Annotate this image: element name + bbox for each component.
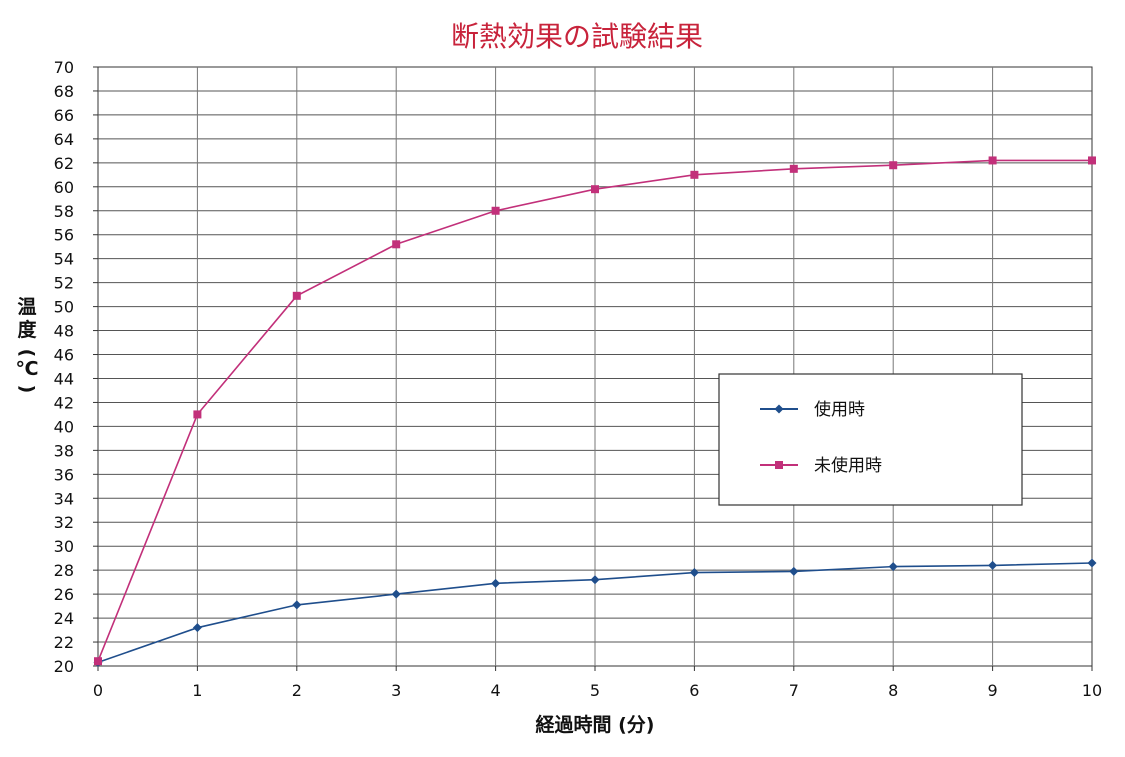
x-axis-ticks: 0 1 2 3 4 5 6 7 8 9 10	[93, 666, 1102, 700]
y-tick-label: 36	[54, 465, 74, 484]
gridlines	[98, 67, 1092, 666]
data-point-unused	[94, 657, 102, 666]
x-tick-label: 5	[590, 681, 600, 700]
y-tick-label: 24	[54, 609, 74, 628]
x-tick-label: 0	[93, 681, 103, 700]
y-tick-label: 38	[54, 441, 74, 460]
y-tick-label: 46	[54, 346, 74, 365]
legend: 使用時 未使用時	[718, 373, 1023, 506]
x-tick-label: 2	[292, 681, 302, 700]
x-tick-label: 4	[491, 681, 501, 700]
x-tick-label: 3	[391, 681, 401, 700]
x-tick-label: 9	[988, 681, 998, 700]
data-point-used	[192, 623, 202, 633]
legend-marker-unused	[775, 461, 783, 469]
y-axis-label-char: ℃	[15, 358, 38, 380]
y-tick-label: 48	[54, 322, 74, 341]
data-point-unused	[889, 161, 898, 170]
y-tick-label: 34	[54, 489, 74, 508]
x-tick-label: 10	[1082, 681, 1102, 700]
y-tick-label: 70	[54, 58, 74, 77]
y-tick-label: 62	[54, 154, 74, 173]
data-point-used	[689, 568, 699, 578]
y-axis-label: 温 度 ( ℃ )	[15, 296, 38, 393]
x-tick-label: 1	[192, 681, 202, 700]
y-tick-label: 42	[54, 393, 74, 412]
data-point-used	[491, 578, 501, 588]
series-lines	[93, 156, 1097, 667]
y-tick-label: 30	[54, 537, 74, 556]
y-tick-label: 66	[54, 106, 74, 125]
legend-label-unused: 未使用時	[814, 455, 882, 476]
data-point-unused	[690, 170, 699, 179]
y-tick-label: 26	[54, 585, 74, 604]
data-point-unused	[491, 206, 500, 215]
y-tick-label: 44	[54, 369, 74, 388]
legend-marker-used	[774, 404, 784, 414]
y-tick-label: 58	[54, 202, 74, 221]
data-point-unused	[392, 240, 401, 249]
y-axis-label-char: 温	[17, 296, 36, 318]
x-tick-label: 6	[689, 681, 699, 700]
y-tick-label: 56	[54, 226, 74, 245]
data-point-unused	[789, 164, 798, 173]
data-point-unused	[1088, 156, 1096, 165]
data-point-used	[988, 560, 998, 570]
y-tick-label: 50	[54, 298, 74, 317]
chart-title: 断熱効果の試験結果	[451, 20, 703, 53]
y-tick-label: 22	[54, 633, 74, 652]
y-axis-ticks: 20 22 24 26 28 30 32 34 36 38 40 42 44 46 48 50 52 54 56 58…	[54, 58, 98, 676]
y-tick-label: 60	[54, 178, 74, 197]
y-axis-label-char: )	[16, 385, 38, 394]
data-point-used	[1087, 558, 1097, 568]
legend-label-used: 使用時	[814, 399, 865, 420]
y-tick-label: 54	[54, 250, 74, 269]
legend-box	[718, 373, 1023, 506]
y-tick-label: 32	[54, 513, 74, 532]
y-axis-label-char: 度	[17, 318, 37, 341]
data-point-used	[590, 575, 600, 585]
y-tick-label: 20	[54, 657, 74, 676]
y-tick-label: 68	[54, 82, 74, 101]
x-tick-label: 8	[888, 681, 898, 700]
data-point-used	[789, 566, 799, 576]
data-point-used	[292, 600, 302, 610]
x-tick-label: 7	[789, 681, 799, 700]
series-unused	[94, 156, 1096, 666]
data-point-unused	[193, 410, 202, 419]
data-point-unused	[292, 291, 301, 300]
y-axis-label-char: (	[16, 349, 38, 358]
data-point-used	[888, 562, 898, 572]
y-tick-label: 40	[54, 417, 74, 436]
data-point-unused	[988, 156, 997, 165]
y-tick-label: 52	[54, 274, 74, 293]
x-axis-label: 経過時間 (分)	[536, 713, 655, 736]
data-point-unused	[591, 185, 599, 194]
y-tick-label: 28	[54, 561, 74, 580]
data-point-used	[391, 589, 401, 599]
y-tick-label: 64	[54, 130, 74, 149]
